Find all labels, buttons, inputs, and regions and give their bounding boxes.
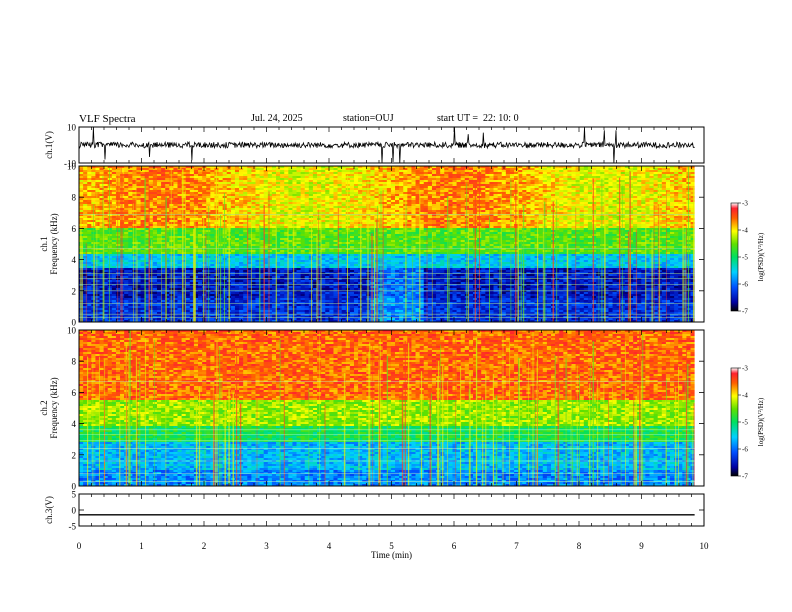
x-tick-label: 7 [514,541,519,551]
x-tick-label: 1 [139,541,144,551]
x-tick-label: 9 [639,541,644,551]
colorbar-label: log(PSD)(V²/Hz) [757,232,765,281]
x-axis-label: Time (min) [371,550,412,560]
y-tick-label: -10 [64,159,76,169]
x-tick-label: 4 [327,541,332,551]
start-time-label: start UT = 22: 10: 0 [437,113,519,124]
y-tick-label: 10 [67,123,77,133]
y-axis-label: Frequency (kHz) [49,377,59,438]
y-tick-label: 4 [72,419,77,429]
colorbar-tick-label: -7 [742,308,748,316]
colorbar-tick-label: -6 [742,281,748,289]
y-tick-label: 2 [72,450,77,460]
x-tick-label: 6 [452,541,457,551]
colorbar-tick-label: -3 [742,365,748,373]
y-axis-label: ch.3(V) [44,496,54,524]
y-tick-label: 0 [72,482,77,492]
x-tick-label: 5 [389,541,394,551]
y-axis-label: ch.1(V) [44,131,54,159]
y-tick-label: 6 [72,388,77,398]
y-tick-label: 0 [72,506,77,516]
colorbar-tick-label: -5 [742,419,748,427]
y-tick-label: 0 [72,318,77,328]
x-tick-label: 8 [577,541,582,551]
y-tick-label: 2 [72,286,77,296]
x-tick-label: 2 [202,541,207,551]
y-tick-label: -5 [69,522,77,532]
y-tick-label: 6 [72,224,77,234]
y-axis-label: Frequency (kHz) [49,213,59,274]
colorbar [730,202,739,312]
colorbar-tick-label: -3 [742,200,748,208]
ch1-spectrogram [79,166,704,323]
chart-title: VLF Spectra [79,113,136,125]
colorbar-label: log(PSD)(V²/Hz) [757,397,765,446]
colorbar-tick-label: -5 [742,254,748,262]
y-axis-label: ch.1 [39,236,49,251]
colorbar-tick-label: -7 [742,473,748,481]
ch1-waveform [78,126,695,164]
y-axis-label: ch.2 [39,400,49,415]
x-tick-label: 3 [264,541,269,551]
station-label: station=OUJ [343,113,394,124]
y-tick-label: 10 [67,326,77,336]
date-label: Jul. 24, 2025 [251,113,303,124]
x-tick-label: 0 [77,541,82,551]
y-tick-label: 4 [72,255,77,265]
y-tick-label: 8 [72,193,77,203]
y-tick-label: 5 [72,490,77,500]
x-tick-label: 10 [700,541,710,551]
colorbar-tick-label: -6 [742,446,748,454]
ch2-spectrogram [79,330,704,487]
colorbar-tick-label: -4 [742,392,748,400]
y-tick-label: 10 [67,162,77,172]
colorbar [730,367,739,477]
colorbar-tick-label: -4 [742,227,748,235]
y-tick-label: 8 [72,357,77,367]
